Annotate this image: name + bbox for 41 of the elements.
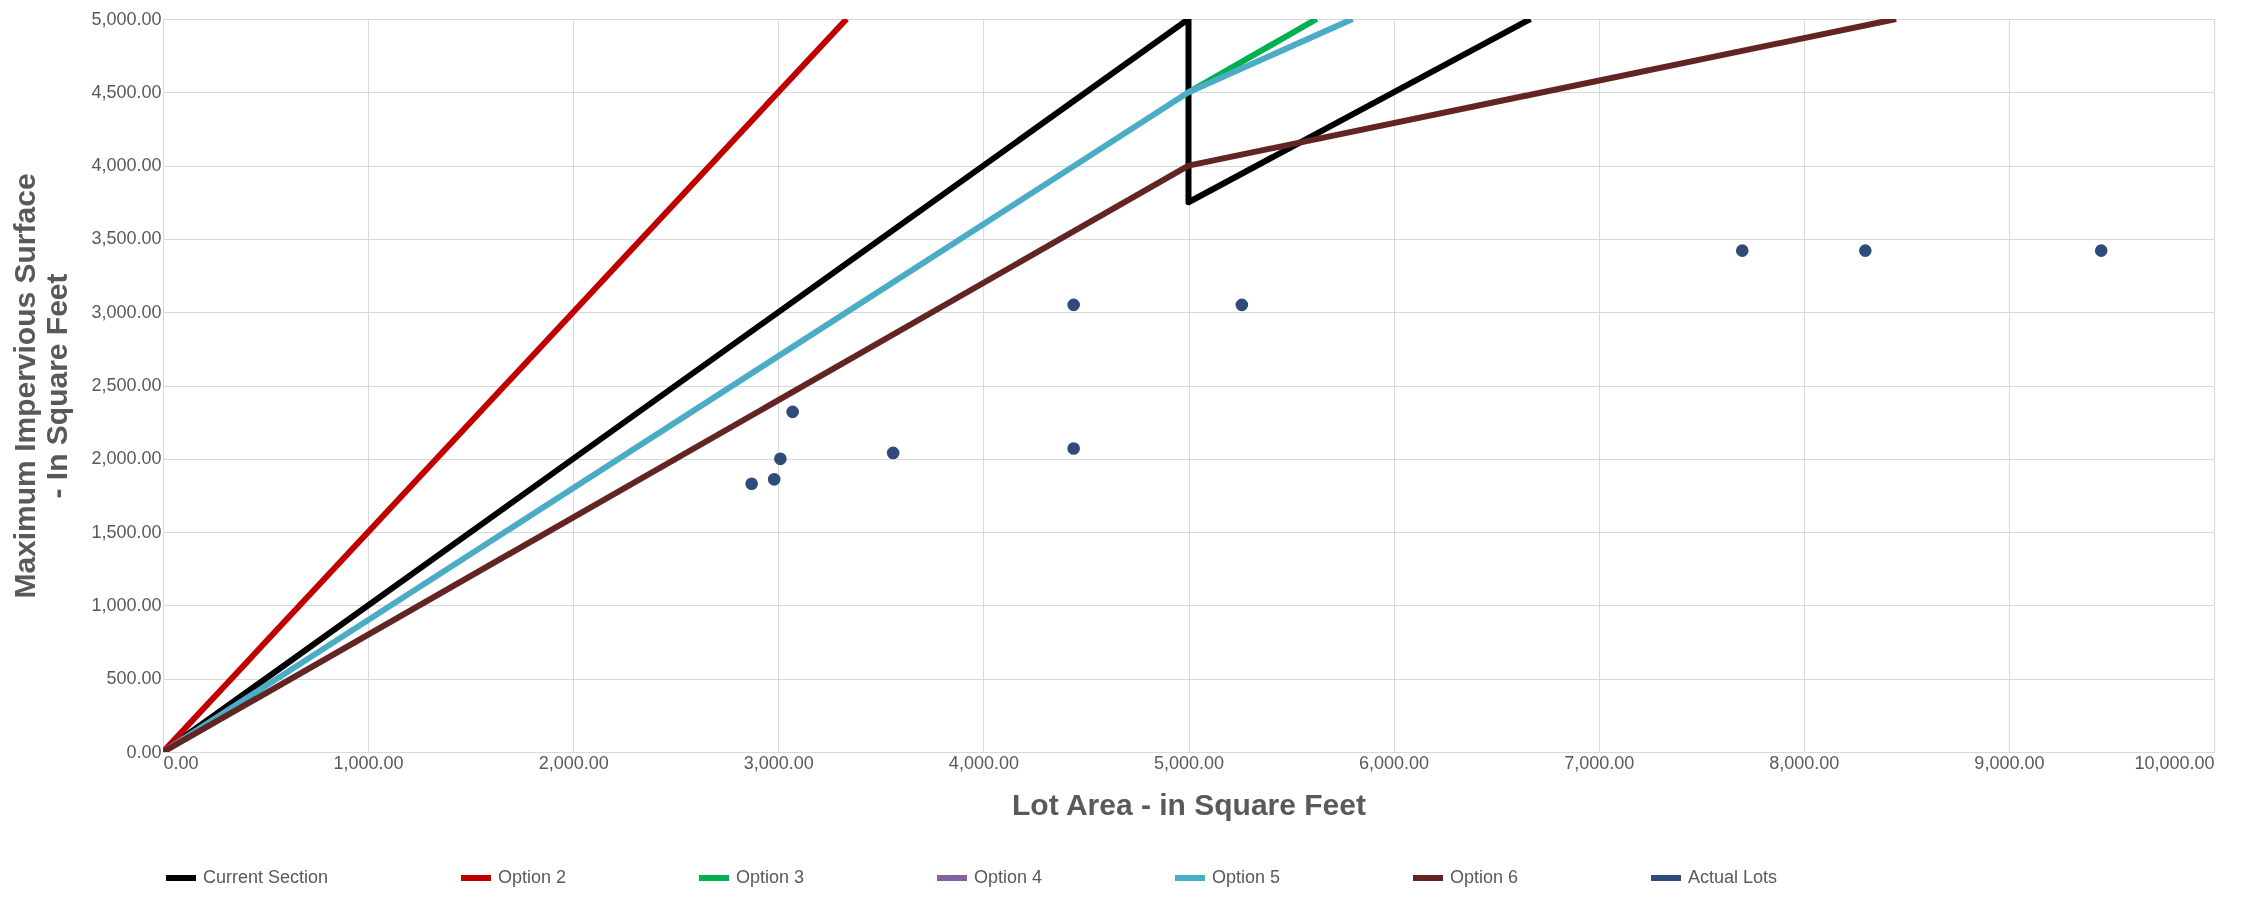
x-tick-label: 5,000.00 [1153, 752, 1225, 773]
point [786, 405, 799, 419]
y-tick-label: 2,500.00 [91, 375, 162, 395]
x-tick-label: 3,000.00 [743, 752, 814, 773]
y-tick-label: 500.00 [106, 668, 162, 689]
legend-label: Option 2 [498, 867, 567, 887]
legend-label: Option 4 [974, 867, 1043, 887]
x-tick-label: 8,000.00 [1769, 752, 1840, 773]
point [1735, 244, 1749, 257]
y-tick-label: 4,500.00 [91, 81, 162, 102]
x-tick-label: 7,000.00 [1564, 752, 1635, 773]
point [745, 477, 758, 491]
y-tick-label: 4,000.00 [91, 155, 162, 176]
y-tick-label: 3,500.00 [91, 228, 162, 249]
point [886, 446, 900, 460]
point [1067, 298, 1080, 312]
legend-label: Current Section [203, 867, 329, 887]
point [1067, 442, 1080, 455]
x-tick-label: 9,000.00 [1974, 752, 2045, 773]
legend-label: Actual Lots [1688, 867, 1778, 887]
x-tick-label: 1,000.00 [333, 752, 404, 773]
point [1235, 298, 1249, 312]
y-tick-label: 5,000.00 [91, 8, 162, 29]
point [2094, 244, 2108, 257]
y-axis-title: Maximum Impervious Surface - In Square Feet [8, 173, 74, 599]
x-tick-label: 4,000.00 [948, 752, 1019, 773]
y-tick-label: 1,000.00 [91, 594, 162, 615]
legend-label: Option 3 [736, 867, 805, 887]
x-tick-label: 2,000.00 [538, 752, 609, 773]
legend-label: Option 6 [1450, 867, 1519, 887]
x-tick-label: 6,000.00 [1359, 752, 1430, 773]
x-tick-label: 0.00 [163, 752, 199, 773]
legend-label: Option 5 [1212, 867, 1281, 887]
point [767, 473, 781, 486]
y-tick-label: 2,000.00 [91, 448, 162, 469]
x-tick-label: 10,000.00 [2134, 752, 2215, 773]
point [1859, 244, 1872, 257]
y-tick-label: 1,500.00 [91, 521, 162, 542]
point [774, 452, 787, 466]
x-axis-title: Lot Area - in Square Feet [1012, 787, 1366, 821]
y-tick-label: 3,000.00 [91, 301, 162, 322]
